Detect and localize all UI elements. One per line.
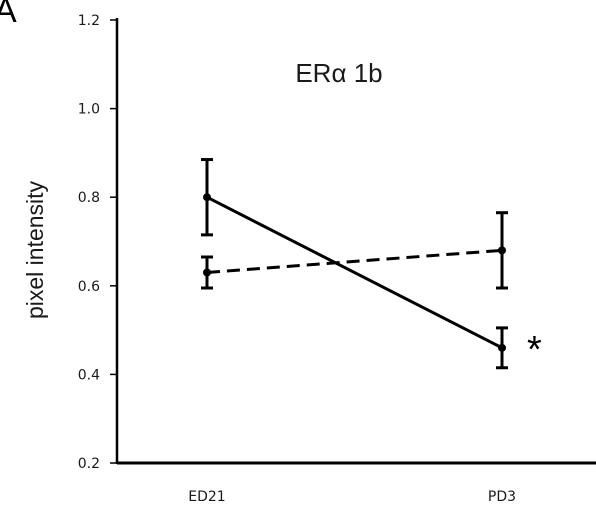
significance-annotation: * — [527, 329, 542, 371]
y-ticks: 0.2 0.4 0.6 0.8 1.0 1.2 — [78, 13, 117, 472]
x-ticks: ED21 PD3 — [188, 489, 516, 505]
data-point — [498, 343, 506, 352]
y-axis-label: pixel intensity — [22, 180, 48, 319]
data-point — [498, 246, 506, 255]
y-tick-label: 1.0 — [78, 102, 100, 118]
data-point — [203, 193, 211, 202]
series-line — [206, 248, 503, 275]
series-line — [206, 195, 503, 350]
annotations: * — [527, 329, 542, 371]
panel-letter: A — [0, 0, 17, 30]
y-tick-label: 1.2 — [78, 13, 100, 29]
x-tick-label: ED21 — [188, 489, 225, 505]
y-tick-label: 0.2 — [78, 456, 100, 472]
series-layer — [201, 158, 508, 370]
data-point — [203, 268, 211, 277]
y-tick-label: 0.6 — [78, 279, 100, 295]
series-dashed — [201, 211, 508, 290]
x-tick-label: PD3 — [488, 489, 516, 505]
chart-title: ERα 1b — [295, 58, 382, 88]
y-tick-label: 0.8 — [78, 190, 100, 206]
series-solid — [201, 158, 508, 370]
y-tick-label: 0.4 — [78, 367, 100, 383]
